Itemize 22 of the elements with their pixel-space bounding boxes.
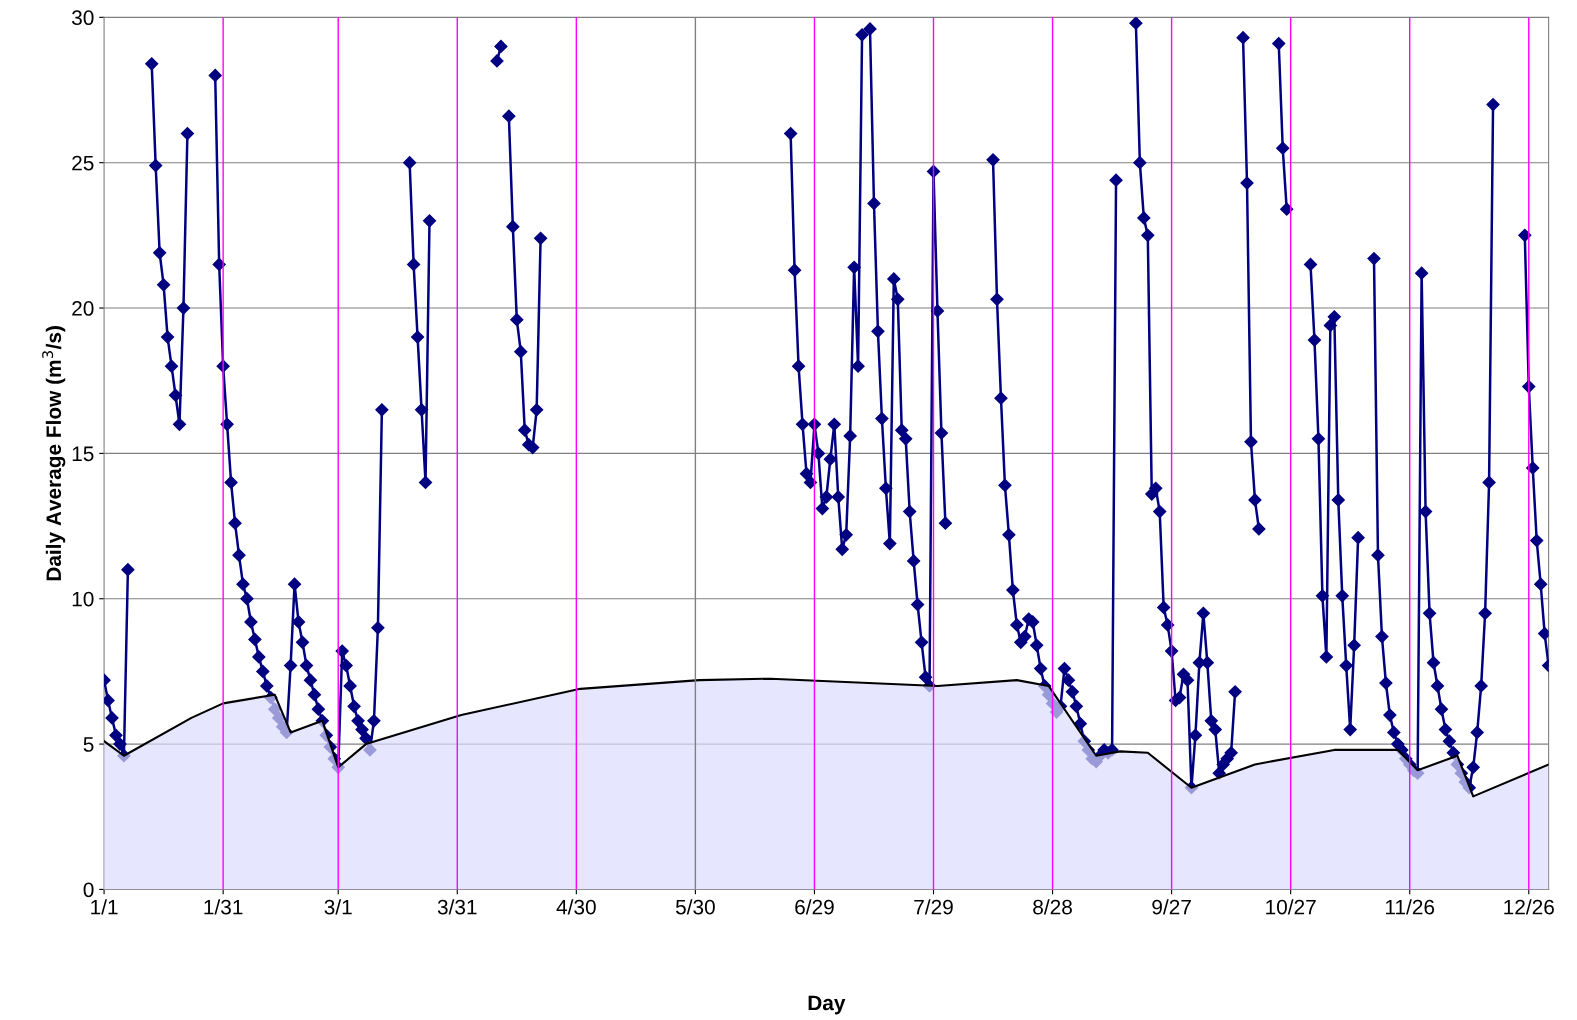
x-tick-label: 12/26 xyxy=(1504,899,1554,915)
x-tick-label: 9/27 xyxy=(1152,899,1191,915)
x-axis-title: Day xyxy=(808,995,846,1015)
x-tick-label: 7/29 xyxy=(914,899,953,915)
x-tick-label: 8/28 xyxy=(1033,899,1072,915)
y-tick-label: 0 xyxy=(83,882,94,898)
y-tick-label: 10 xyxy=(72,591,94,607)
x-tick-label: 1/31 xyxy=(204,899,243,915)
y-tick-label: 20 xyxy=(72,301,94,316)
x-tick-label: 10/27 xyxy=(1266,899,1316,915)
x-tick-label: 6/29 xyxy=(795,899,834,915)
y-axis-title: Daily Average Flow (m$^{3}$/s) xyxy=(42,326,66,581)
x-tick-label: 3/1 xyxy=(324,899,352,915)
x-tick-label: 5/30 xyxy=(675,899,715,915)
y-tick-label: 30 xyxy=(71,10,94,26)
x-tick-label: 3/31 xyxy=(437,899,477,915)
x-tick-label: 11/26 xyxy=(1386,899,1435,915)
y-tick-label: 15 xyxy=(72,446,94,462)
x-tick-label: 1/1 xyxy=(91,899,118,915)
y-tick-label: 25 xyxy=(72,155,94,171)
y-tick-label: 5 xyxy=(83,737,94,752)
x-tick-label: 4/30 xyxy=(556,899,596,915)
